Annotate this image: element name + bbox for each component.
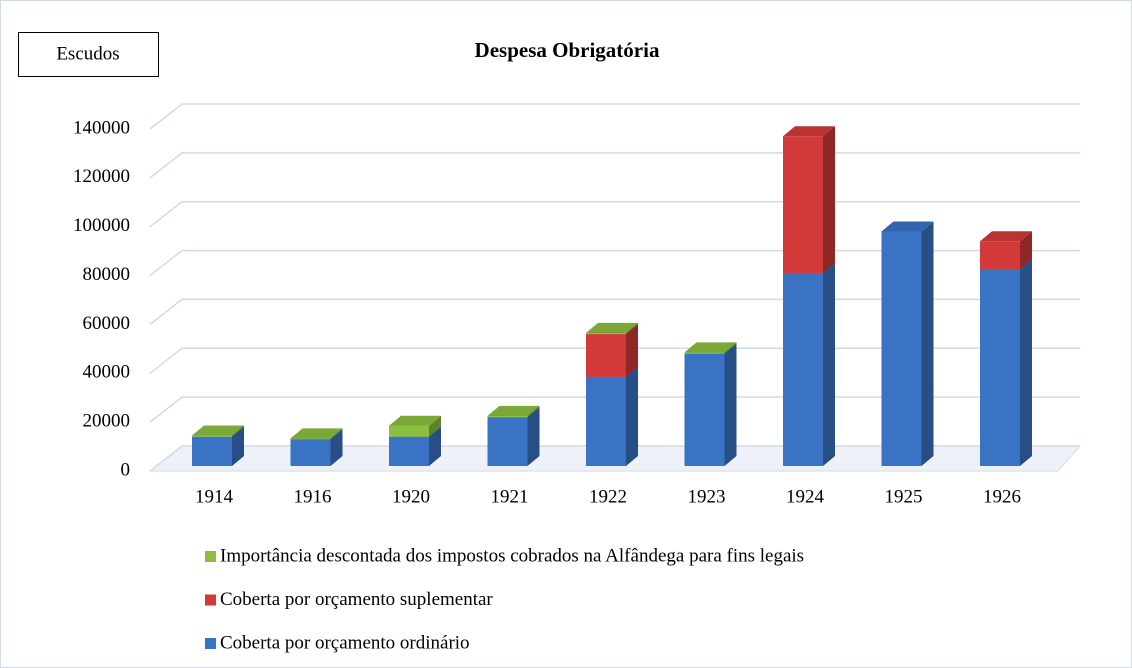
unit-box xyxy=(18,32,159,77)
bar-segment xyxy=(881,221,934,466)
bar-side xyxy=(823,126,835,274)
bar-side xyxy=(527,407,540,466)
bar-segment xyxy=(980,231,1032,270)
bar-top xyxy=(586,322,638,333)
bar-top xyxy=(389,415,441,426)
bar-side xyxy=(1020,259,1032,466)
bar-front xyxy=(684,353,725,466)
grid-line xyxy=(149,396,1080,423)
x-tick-label: 1914 xyxy=(195,486,234,507)
grid-line xyxy=(149,347,1080,374)
y-tick-label: 100000 xyxy=(73,215,130,236)
bar-front xyxy=(192,435,232,437)
bar-segment xyxy=(487,407,540,466)
bar-segment xyxy=(192,425,244,437)
legend-label: Coberta por orçamento ordinário xyxy=(220,632,470,653)
chart-title: Despesa Obrigatória xyxy=(475,38,660,62)
bar-segment xyxy=(783,126,835,274)
x-tick-label: 1924 xyxy=(786,486,825,507)
bar-side xyxy=(232,426,244,466)
bar-front xyxy=(192,436,232,466)
x-tick-label: 1922 xyxy=(589,486,627,507)
x-tick-label: 1926 xyxy=(983,486,1021,507)
bar-front xyxy=(684,352,725,354)
y-tick-label: 80000 xyxy=(83,264,131,285)
bar-side xyxy=(626,322,638,335)
bar-side xyxy=(527,405,540,418)
x-tick-label: 1925 xyxy=(885,486,923,507)
grid-line xyxy=(149,152,1080,179)
bar-side xyxy=(921,221,934,466)
x-tick-label: 1920 xyxy=(392,486,430,507)
bar-segment xyxy=(586,366,638,466)
bar-top xyxy=(881,221,934,232)
bar-front xyxy=(783,273,823,466)
bar-front xyxy=(389,436,429,466)
x-tick-label: 1921 xyxy=(491,486,529,507)
bar-side xyxy=(330,429,343,466)
bar-segment xyxy=(684,343,737,466)
bar-front xyxy=(586,334,626,377)
bar-top xyxy=(980,231,1032,242)
bar-segment xyxy=(389,415,441,437)
bar-side xyxy=(232,425,244,437)
bar-side xyxy=(330,428,343,440)
x-tick-label: 1916 xyxy=(294,486,332,507)
y-tick-label: 60000 xyxy=(83,313,131,334)
bar-front xyxy=(290,438,331,440)
bar-front xyxy=(290,439,331,466)
legend-label: Importância descontada dos impostos cobr… xyxy=(220,545,804,566)
grid-line xyxy=(149,249,1080,277)
bar-segment xyxy=(783,263,835,466)
bar-top xyxy=(290,428,343,439)
legend-swatch xyxy=(205,638,216,649)
bar-front xyxy=(487,415,528,418)
bar-segment xyxy=(980,259,1032,466)
grid-line xyxy=(149,103,1080,130)
y-tick-label: 40000 xyxy=(83,362,131,383)
bar-segment xyxy=(290,428,343,440)
bar-front xyxy=(487,417,528,466)
bar-side xyxy=(823,263,835,466)
y-tick-label: 0 xyxy=(121,459,131,480)
bar-top xyxy=(192,425,244,436)
bar-front xyxy=(980,269,1020,466)
bar-top xyxy=(684,342,737,353)
grid-line xyxy=(149,200,1080,228)
bar-top xyxy=(783,126,835,137)
bar-top xyxy=(487,405,540,416)
bar-front xyxy=(783,136,823,274)
legend-swatch xyxy=(205,551,216,562)
bar-side xyxy=(429,426,441,466)
bar-front xyxy=(980,241,1020,270)
bar-front xyxy=(881,231,922,466)
bar-side xyxy=(429,415,441,437)
bar-segment xyxy=(586,322,638,335)
legend-label: Coberta por orçamento suplementar xyxy=(220,589,493,610)
bar-side xyxy=(626,366,638,466)
bar-side xyxy=(1020,231,1032,270)
bar-front xyxy=(586,376,626,466)
y-tick-label: 140000 xyxy=(73,117,130,138)
bar-segment xyxy=(487,405,540,418)
bar-front xyxy=(389,425,429,437)
bar-side xyxy=(724,343,737,466)
y-tick-label: 120000 xyxy=(73,166,130,187)
bar-side xyxy=(626,324,638,377)
bar-side xyxy=(724,342,737,354)
legend-swatch xyxy=(205,594,216,606)
bar-front xyxy=(586,332,626,335)
y-tick-label: 20000 xyxy=(83,411,131,432)
bar-segment xyxy=(684,342,737,354)
grid-line xyxy=(149,445,1080,472)
grid-line xyxy=(149,298,1080,326)
x-tick-label: 1923 xyxy=(688,486,726,507)
y-axis-label: Escudos xyxy=(56,43,119,64)
